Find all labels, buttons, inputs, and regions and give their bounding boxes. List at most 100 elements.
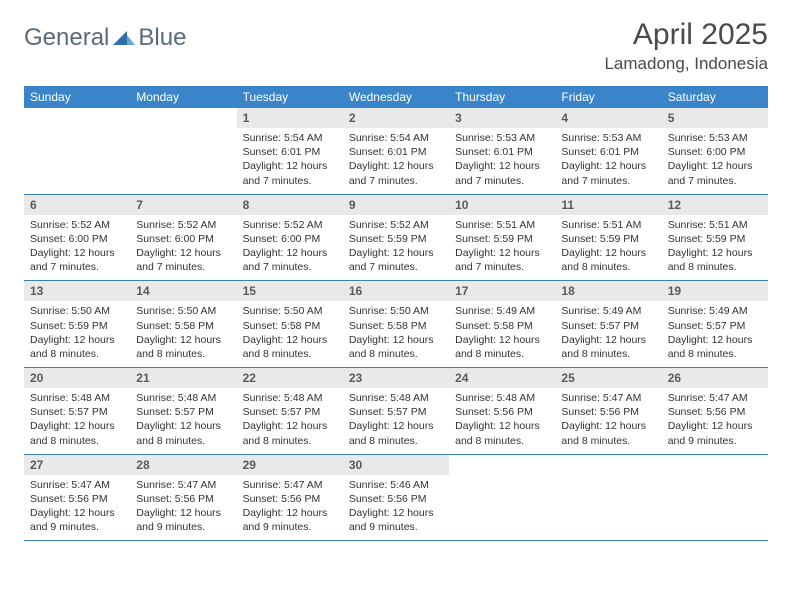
sunrise-line: Sunrise: 5:50 AM xyxy=(30,304,124,318)
sunrise-line: Sunrise: 5:48 AM xyxy=(243,391,337,405)
day-number: 12 xyxy=(662,195,768,215)
sunset-line: Sunset: 6:00 PM xyxy=(668,145,762,159)
day-content: Sunrise: 5:52 AMSunset: 6:00 PMDaylight:… xyxy=(24,215,130,281)
day-number: 2 xyxy=(343,108,449,128)
calendar-day-cell: 14Sunrise: 5:50 AMSunset: 5:58 PMDayligh… xyxy=(130,281,236,368)
daylight-line: Daylight: 12 hours and 9 minutes. xyxy=(349,506,443,534)
sunrise-line: Sunrise: 5:51 AM xyxy=(561,218,655,232)
day-number: 6 xyxy=(24,195,130,215)
day-number: 11 xyxy=(555,195,661,215)
sunset-line: Sunset: 6:00 PM xyxy=(30,232,124,246)
day-number: 22 xyxy=(237,368,343,388)
calendar-day-cell xyxy=(662,454,768,541)
daylight-line: Daylight: 12 hours and 8 minutes. xyxy=(30,419,124,447)
sunset-line: Sunset: 6:01 PM xyxy=(349,145,443,159)
calendar-day-cell: 24Sunrise: 5:48 AMSunset: 5:56 PMDayligh… xyxy=(449,368,555,455)
sunrise-line: Sunrise: 5:53 AM xyxy=(455,131,549,145)
daylight-line: Daylight: 12 hours and 8 minutes. xyxy=(455,333,549,361)
calendar-day-cell: 19Sunrise: 5:49 AMSunset: 5:57 PMDayligh… xyxy=(662,281,768,368)
day-content: Sunrise: 5:48 AMSunset: 5:56 PMDaylight:… xyxy=(449,388,555,454)
day-content: Sunrise: 5:50 AMSunset: 5:58 PMDaylight:… xyxy=(237,301,343,367)
day-content: Sunrise: 5:51 AMSunset: 5:59 PMDaylight:… xyxy=(662,215,768,281)
day-content: Sunrise: 5:54 AMSunset: 6:01 PMDaylight:… xyxy=(237,128,343,194)
sunset-line: Sunset: 5:57 PM xyxy=(30,405,124,419)
calendar-day-cell: 1Sunrise: 5:54 AMSunset: 6:01 PMDaylight… xyxy=(237,108,343,194)
sunset-line: Sunset: 5:57 PM xyxy=(668,319,762,333)
sunrise-line: Sunrise: 5:52 AM xyxy=(136,218,230,232)
daylight-line: Daylight: 12 hours and 7 minutes. xyxy=(349,246,443,274)
daylight-line: Daylight: 12 hours and 8 minutes. xyxy=(668,333,762,361)
calendar-day-cell: 27Sunrise: 5:47 AMSunset: 5:56 PMDayligh… xyxy=(24,454,130,541)
daylight-line: Daylight: 12 hours and 8 minutes. xyxy=(561,246,655,274)
day-number: 29 xyxy=(237,455,343,475)
header: General Blue April 2025 Lamadong, Indone… xyxy=(24,18,768,74)
sunset-line: Sunset: 5:56 PM xyxy=(30,492,124,506)
sunset-line: Sunset: 5:59 PM xyxy=(349,232,443,246)
daylight-line: Daylight: 12 hours and 8 minutes. xyxy=(668,246,762,274)
day-content: Sunrise: 5:49 AMSunset: 5:57 PMDaylight:… xyxy=(555,301,661,367)
sunrise-line: Sunrise: 5:52 AM xyxy=(30,218,124,232)
sunset-line: Sunset: 5:59 PM xyxy=(668,232,762,246)
sunrise-line: Sunrise: 5:51 AM xyxy=(668,218,762,232)
day-number xyxy=(555,455,661,475)
sunrise-line: Sunrise: 5:49 AM xyxy=(668,304,762,318)
day-number: 1 xyxy=(237,108,343,128)
daylight-line: Daylight: 12 hours and 8 minutes. xyxy=(243,333,337,361)
calendar-day-cell xyxy=(449,454,555,541)
sunrise-line: Sunrise: 5:48 AM xyxy=(455,391,549,405)
sunset-line: Sunset: 5:59 PM xyxy=(561,232,655,246)
calendar-day-cell: 3Sunrise: 5:53 AMSunset: 6:01 PMDaylight… xyxy=(449,108,555,194)
day-number: 7 xyxy=(130,195,236,215)
day-number: 25 xyxy=(555,368,661,388)
day-content: Sunrise: 5:53 AMSunset: 6:01 PMDaylight:… xyxy=(449,128,555,194)
daylight-line: Daylight: 12 hours and 9 minutes. xyxy=(136,506,230,534)
day-number xyxy=(24,108,130,128)
day-content: Sunrise: 5:52 AMSunset: 6:00 PMDaylight:… xyxy=(237,215,343,281)
day-content: Sunrise: 5:53 AMSunset: 6:01 PMDaylight:… xyxy=(555,128,661,194)
sunset-line: Sunset: 5:58 PM xyxy=(349,319,443,333)
calendar-day-cell: 8Sunrise: 5:52 AMSunset: 6:00 PMDaylight… xyxy=(237,194,343,281)
daylight-line: Daylight: 12 hours and 7 minutes. xyxy=(30,246,124,274)
day-content: Sunrise: 5:48 AMSunset: 5:57 PMDaylight:… xyxy=(343,388,449,454)
daylight-line: Daylight: 12 hours and 8 minutes. xyxy=(136,333,230,361)
weekday-header: Tuesday xyxy=(237,86,343,108)
sunrise-line: Sunrise: 5:50 AM xyxy=(349,304,443,318)
day-number: 30 xyxy=(343,455,449,475)
sunrise-line: Sunrise: 5:48 AM xyxy=(136,391,230,405)
day-number: 3 xyxy=(449,108,555,128)
daylight-line: Daylight: 12 hours and 8 minutes. xyxy=(455,419,549,447)
daylight-line: Daylight: 12 hours and 9 minutes. xyxy=(30,506,124,534)
sunset-line: Sunset: 5:56 PM xyxy=(136,492,230,506)
sunset-line: Sunset: 5:56 PM xyxy=(668,405,762,419)
day-number: 9 xyxy=(343,195,449,215)
sunrise-line: Sunrise: 5:52 AM xyxy=(243,218,337,232)
sunrise-line: Sunrise: 5:51 AM xyxy=(455,218,549,232)
day-number: 16 xyxy=(343,281,449,301)
weekday-header: Thursday xyxy=(449,86,555,108)
calendar-week-row: 13Sunrise: 5:50 AMSunset: 5:59 PMDayligh… xyxy=(24,281,768,368)
calendar-day-cell xyxy=(555,454,661,541)
daylight-line: Daylight: 12 hours and 8 minutes. xyxy=(136,419,230,447)
daylight-line: Daylight: 12 hours and 7 minutes. xyxy=(243,246,337,274)
calendar-day-cell: 20Sunrise: 5:48 AMSunset: 5:57 PMDayligh… xyxy=(24,368,130,455)
day-number xyxy=(130,108,236,128)
daylight-line: Daylight: 12 hours and 8 minutes. xyxy=(30,333,124,361)
day-content: Sunrise: 5:50 AMSunset: 5:59 PMDaylight:… xyxy=(24,301,130,367)
month-title: April 2025 xyxy=(604,18,768,52)
weekday-header-row: Sunday Monday Tuesday Wednesday Thursday… xyxy=(24,86,768,108)
sunrise-line: Sunrise: 5:49 AM xyxy=(561,304,655,318)
day-number: 21 xyxy=(130,368,236,388)
sunrise-line: Sunrise: 5:53 AM xyxy=(561,131,655,145)
day-number: 5 xyxy=(662,108,768,128)
day-content: Sunrise: 5:47 AMSunset: 5:56 PMDaylight:… xyxy=(237,475,343,541)
day-content: Sunrise: 5:54 AMSunset: 6:01 PMDaylight:… xyxy=(343,128,449,194)
sunset-line: Sunset: 6:01 PM xyxy=(455,145,549,159)
day-number: 24 xyxy=(449,368,555,388)
weekday-header: Friday xyxy=(555,86,661,108)
calendar-day-cell: 4Sunrise: 5:53 AMSunset: 6:01 PMDaylight… xyxy=(555,108,661,194)
daylight-line: Daylight: 12 hours and 7 minutes. xyxy=(136,246,230,274)
brand-triangle-icon xyxy=(113,27,135,50)
calendar-day-cell: 30Sunrise: 5:46 AMSunset: 5:56 PMDayligh… xyxy=(343,454,449,541)
sunrise-line: Sunrise: 5:53 AM xyxy=(668,131,762,145)
calendar-day-cell: 12Sunrise: 5:51 AMSunset: 5:59 PMDayligh… xyxy=(662,194,768,281)
